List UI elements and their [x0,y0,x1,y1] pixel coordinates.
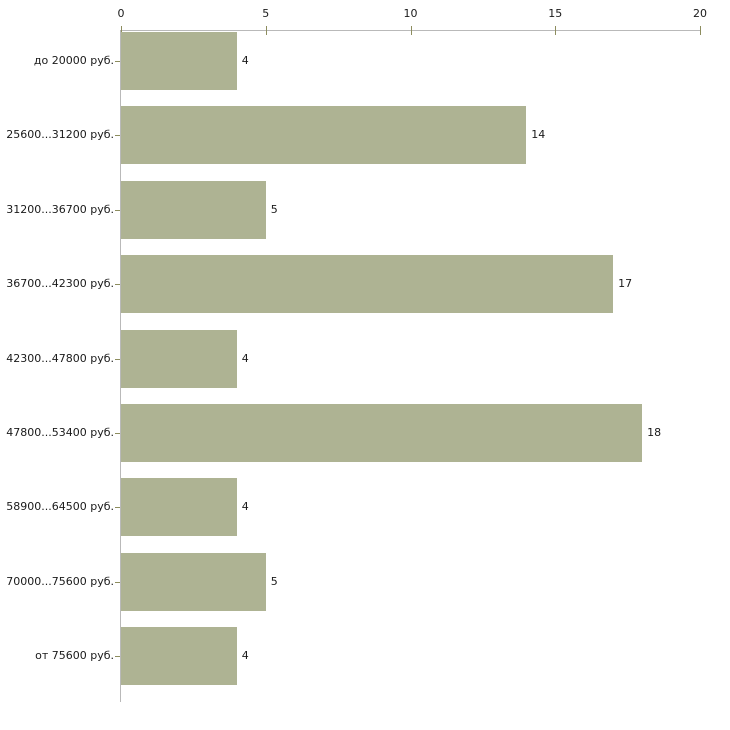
y-axis-category-label: от 75600 руб. [35,649,114,663]
bar[interactable] [121,255,614,314]
y-axis-tick [115,358,120,360]
bar[interactable] [121,180,266,239]
x-axis-tick [410,26,412,35]
y-axis-category-label: до 20000 руб. [33,54,114,67]
x-axis-tick-label: 5 [262,7,270,20]
y-axis-tick [115,507,120,509]
bar[interactable] [121,329,237,388]
y-axis-tick [115,433,120,434]
x-axis-tick [121,26,122,35]
bar[interactable] [121,552,266,611]
bar-value-label: 4 [241,351,249,365]
y-axis-tick [115,135,120,137]
bar-value-label: 5 [270,574,278,588]
y-axis-category-label: 58900...64500 руб. [6,500,114,514]
bar[interactable] [121,627,237,686]
y-axis-category-label: 42300...47800 руб. [6,351,114,365]
x-axis-tick [555,26,557,35]
bar-value-label: 4 [241,649,249,663]
x-axis-tick-label: 20 [693,7,707,20]
x-axis-tick [700,26,701,35]
x-axis-tick-label: 10 [403,7,418,20]
y-axis-category-label: 47800...53400 руб. [6,426,114,439]
bar-value-label: 17 [618,277,633,291]
bar-value-label: 14 [531,128,546,142]
bar-value-label: 18 [647,426,662,439]
y-axis-category-label: 70000...75600 руб. [6,574,114,588]
y-axis-category-label: 31200...36700 руб. [6,202,114,216]
bar[interactable] [121,106,527,165]
y-axis-category-label: 36700...42300 руб. [6,277,114,291]
y-axis-category-label: 25600...31200 руб. [6,128,114,142]
y-axis-tick [115,284,120,286]
x-axis-tick-label: 0 [117,7,125,20]
bar[interactable] [121,478,237,537]
y-axis-line [120,30,121,702]
y-axis-tick [115,581,120,583]
bar[interactable] [121,32,237,90]
y-axis-tick [115,656,120,658]
bar-value-label: 4 [241,500,249,514]
x-axis-tick [265,26,267,35]
y-axis-tick [115,61,120,62]
bar[interactable] [121,404,643,462]
x-axis-tick-label: 15 [548,7,563,20]
y-axis-tick [115,209,120,211]
bar-value-label: 4 [241,54,249,67]
bar-value-label: 5 [270,202,278,216]
